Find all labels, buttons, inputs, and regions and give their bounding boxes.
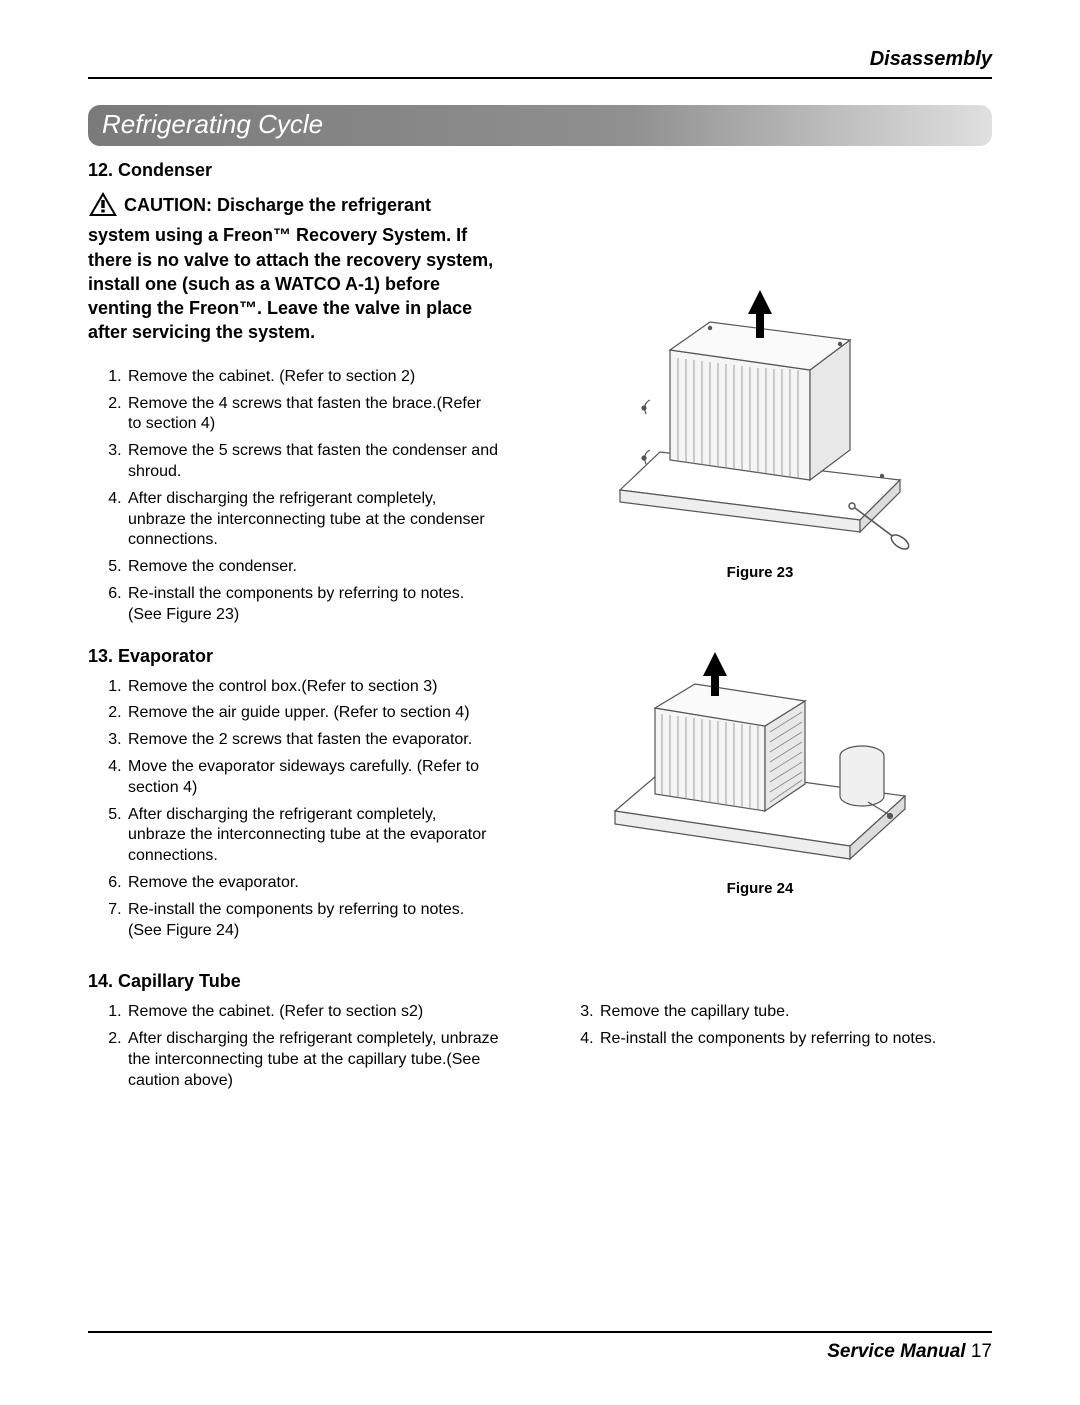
list-item: Remove the cabinet. (Refer to section 2) — [126, 367, 498, 388]
section-banner: Refrigerating Cycle — [88, 105, 992, 146]
section-12: 12. Condenser CAUTION: Discharge the ref… — [88, 160, 992, 632]
list-item: Remove the cabinet. (Refer to section s2… — [126, 1002, 520, 1023]
list-item: Remove the 4 screws that fasten the brac… — [126, 394, 498, 436]
list-item: After discharging the refrigerant comple… — [126, 1029, 520, 1091]
section-13-title: 13. Evaporator — [88, 646, 498, 667]
section-14-title: 14. Capillary Tube — [88, 971, 992, 992]
figure-24-caption: Figure 24 — [727, 880, 794, 897]
figure-23-caption: Figure 23 — [727, 564, 794, 581]
section-14-right: Remove the capillary tube. Re-install th… — [560, 1002, 992, 1097]
footer-page-number-value: 17 — [971, 1341, 992, 1362]
section-12-text: 12. Condenser CAUTION: Discharge the ref… — [88, 160, 498, 632]
section-13-steps: Remove the control box.(Refer to section… — [88, 677, 498, 942]
list-item: Remove the 5 screws that fasten the cond… — [126, 441, 498, 483]
list-item: Re-install the components by referring t… — [126, 900, 498, 942]
section-14-left: Remove the cabinet. (Refer to section s2… — [88, 1002, 520, 1097]
section-13-figure: Figure 24 — [528, 646, 992, 948]
top-rule — [88, 77, 992, 79]
section-14-left-steps: Remove the cabinet. (Refer to section s2… — [88, 1002, 520, 1091]
list-item: Re-install the components by referring t… — [126, 584, 498, 626]
section-13-text: 13. Evaporator Remove the control box.(R… — [88, 646, 498, 948]
list-item: Re-install the components by referring t… — [598, 1029, 992, 1050]
page-footer: Service Manual 17 — [827, 1341, 992, 1363]
list-item: Remove the evaporator. — [126, 873, 498, 894]
footer-label: Service Manual — [827, 1341, 965, 1362]
list-item: Move the evaporator sideways carefully. … — [126, 757, 498, 799]
list-item: Remove the capillary tube. — [598, 1002, 992, 1023]
list-item: Remove the air guide upper. (Refer to se… — [126, 703, 498, 724]
section-12-figure: Figure 23 — [528, 160, 992, 632]
header-section-label: Disassembly — [88, 48, 992, 71]
section-14-columns: Remove the cabinet. (Refer to section s2… — [88, 1002, 992, 1097]
section-14-right-steps: Remove the capillary tube. Re-install th… — [560, 1002, 992, 1050]
section-12-steps: Remove the cabinet. (Refer to section 2)… — [88, 367, 498, 626]
caution-text: CAUTION: Discharge the refrigerant syste… — [88, 195, 493, 342]
section-12-title: 12. Condenser — [88, 160, 498, 181]
caution-block: CAUTION: Discharge the refrigerant syste… — [88, 191, 498, 345]
list-item: Remove the condenser. — [126, 557, 498, 578]
warning-icon — [88, 191, 118, 223]
list-item: Remove the 2 screws that fasten the evap… — [126, 730, 498, 751]
list-item: After discharging the refrigerant comple… — [126, 489, 498, 551]
bottom-rule — [88, 1331, 992, 1333]
figure-23-diagram — [600, 280, 920, 560]
section-14: 14. Capillary Tube Remove the cabinet. (… — [88, 971, 992, 1097]
list-item: Remove the control box.(Refer to section… — [126, 677, 498, 698]
figure-24-diagram — [600, 646, 920, 876]
list-item: After discharging the refrigerant comple… — [126, 805, 498, 867]
section-13: 13. Evaporator Remove the control box.(R… — [88, 646, 992, 948]
